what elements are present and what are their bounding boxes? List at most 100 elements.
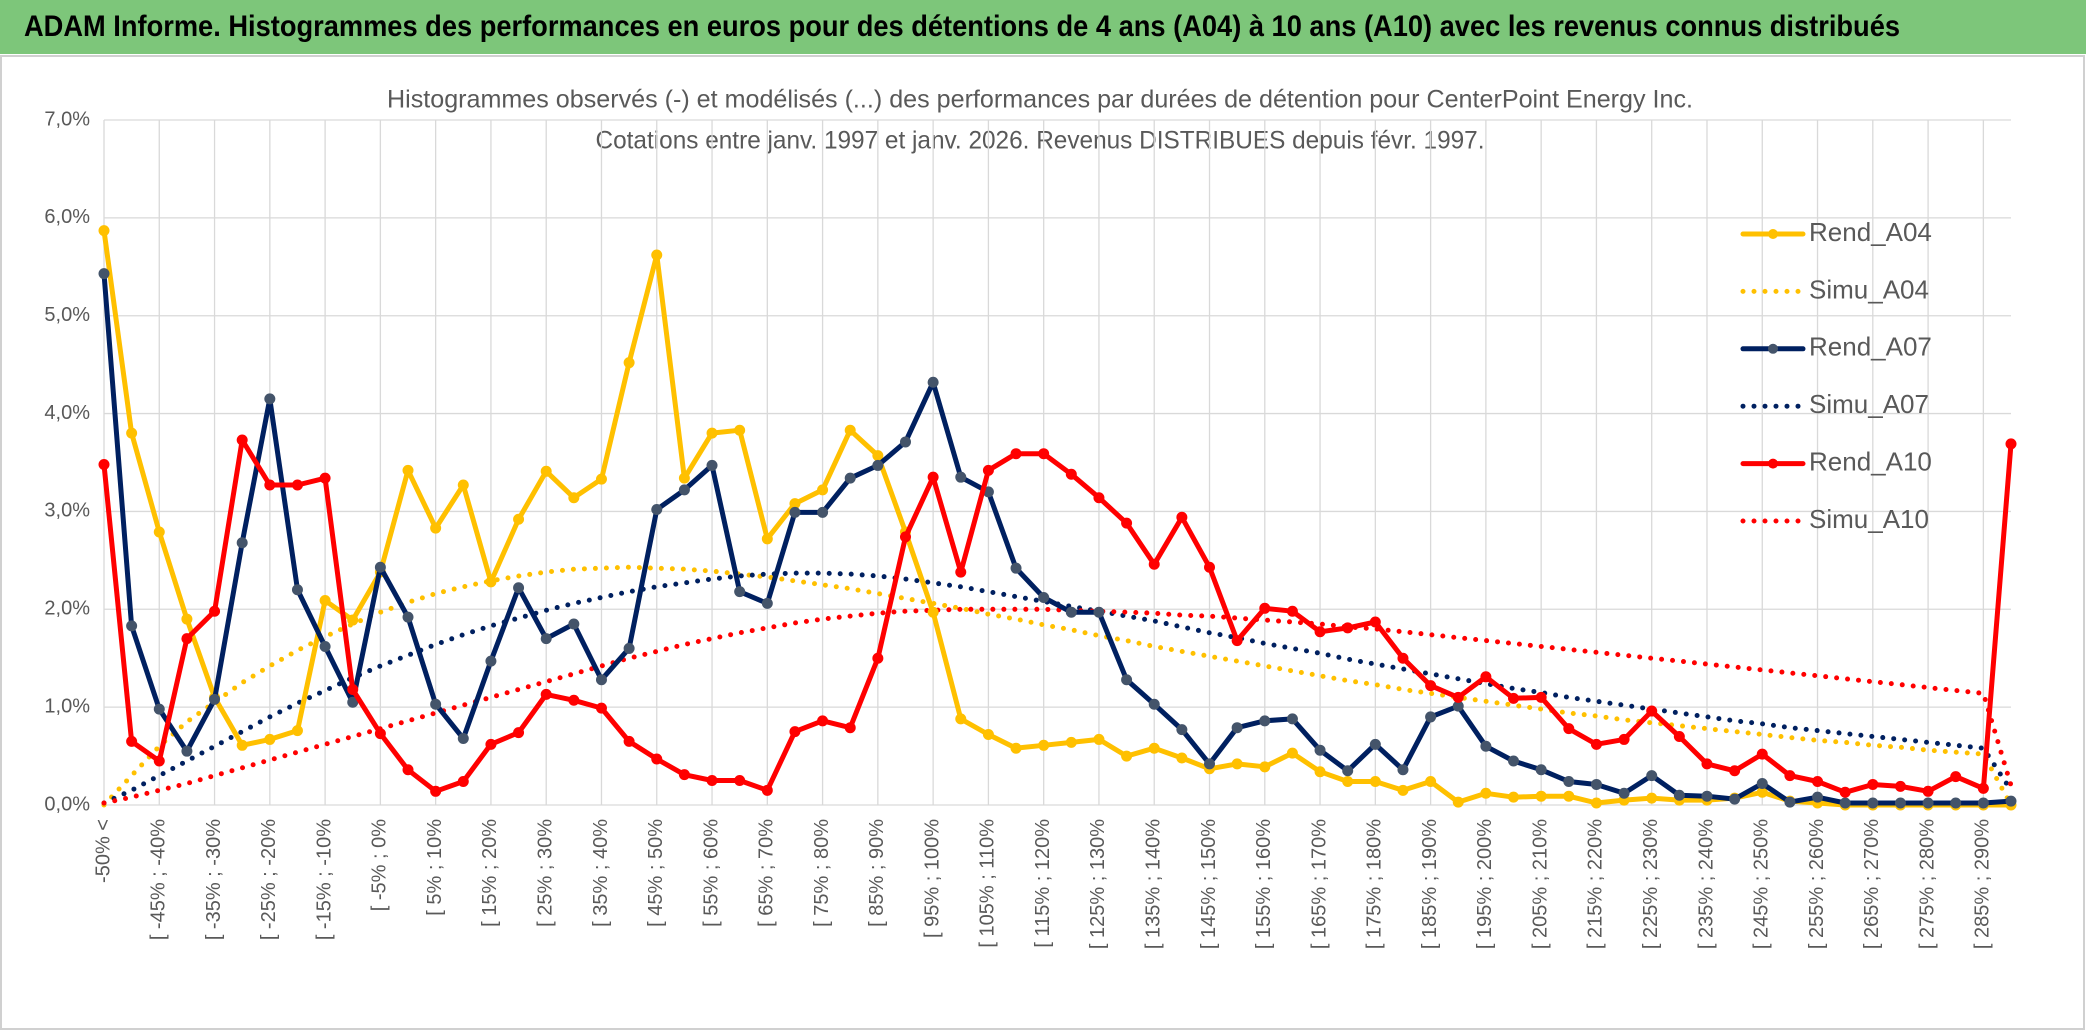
- point: [402, 464, 414, 476]
- point: [1093, 733, 1105, 745]
- point: [1286, 747, 1298, 759]
- x-tick-label: [ 195% ; 200%: [1474, 819, 1496, 949]
- point: [761, 533, 773, 545]
- x-tick-label: [ 65% ; 70%: [756, 819, 778, 927]
- point: [1176, 724, 1188, 736]
- point: [209, 693, 221, 705]
- legend-label: Simu_A04: [1809, 274, 1929, 304]
- point: [2005, 795, 2017, 807]
- point: [1121, 750, 1133, 762]
- chart-title: Histogrammes observés (-) et modélisés (…: [387, 86, 1693, 114]
- point: [595, 473, 607, 485]
- point: [1010, 742, 1022, 754]
- point: [485, 655, 497, 667]
- x-tick-label: [ 5% ; 10%: [424, 819, 446, 916]
- point: [595, 674, 607, 686]
- point: [817, 715, 829, 727]
- point: [1148, 742, 1160, 754]
- y-tick-label: 6,0%: [44, 206, 90, 228]
- point: [1038, 739, 1050, 751]
- y-tick-label: 3,0%: [44, 500, 90, 522]
- point: [430, 698, 442, 710]
- point: [1508, 791, 1520, 803]
- point: [374, 728, 386, 740]
- legend-label: Rend_A04: [1809, 217, 1932, 247]
- point: [319, 640, 331, 652]
- point: [1480, 740, 1492, 752]
- legend-label: Simu_A10: [1809, 504, 1929, 534]
- x-tick-label: [ 15% ; 20%: [479, 819, 501, 927]
- point: [1259, 761, 1271, 773]
- point: [844, 424, 856, 436]
- point: [1452, 796, 1464, 808]
- point: [430, 522, 442, 534]
- point: [1148, 698, 1160, 710]
- point: [1950, 797, 1962, 809]
- point: [430, 785, 442, 797]
- point: [651, 249, 663, 261]
- point: [651, 753, 663, 765]
- point: [955, 471, 967, 483]
- x-tick-label: [ 115% ; 120%: [1032, 819, 1054, 948]
- point: [485, 576, 497, 588]
- point: [734, 775, 746, 787]
- x-tick-label: [ 265% ; 270%: [1861, 819, 1883, 949]
- point: [568, 492, 580, 504]
- point: [1922, 797, 1934, 809]
- point: [1397, 652, 1409, 664]
- point: [1038, 448, 1050, 460]
- point: [540, 633, 552, 645]
- point: [1010, 562, 1022, 574]
- x-tick-label: -50% <: [92, 819, 114, 883]
- x-tick-label: [ 205% ; 210%: [1529, 819, 1551, 949]
- point: [1425, 680, 1437, 692]
- point: [1369, 738, 1381, 750]
- point: [374, 561, 386, 573]
- point: [1590, 738, 1602, 750]
- point: [1342, 765, 1354, 777]
- point: [706, 427, 718, 439]
- point: [540, 688, 552, 700]
- legend-marker: [1768, 343, 1778, 354]
- point: [1314, 744, 1326, 756]
- point: [1231, 758, 1243, 770]
- point: [153, 526, 165, 538]
- point: [1397, 764, 1409, 776]
- point: [623, 642, 635, 654]
- point: [1508, 755, 1520, 767]
- point: [1867, 797, 1879, 809]
- point: [291, 479, 303, 491]
- point: [264, 479, 276, 491]
- point: [347, 696, 359, 708]
- point: [513, 727, 525, 739]
- point: [1756, 777, 1768, 789]
- point: [264, 733, 276, 745]
- point: [126, 427, 138, 439]
- point: [1176, 752, 1188, 764]
- legend-label: Simu_A07: [1809, 389, 1929, 419]
- point: [1093, 606, 1105, 618]
- point: [568, 618, 580, 630]
- y-tick-label: 5,0%: [44, 304, 90, 326]
- x-tick-label: [ 165% ; 170%: [1308, 819, 1330, 949]
- legend-label: Rend_A10: [1809, 446, 1932, 476]
- point: [927, 606, 939, 618]
- x-tick-label: [ 155% ; 160%: [1253, 819, 1275, 949]
- point: [1369, 776, 1381, 788]
- x-tick-label: [ 95% ; 100%: [921, 819, 943, 938]
- point: [1176, 511, 1188, 523]
- point: [1729, 793, 1741, 805]
- point: [1701, 790, 1713, 802]
- point: [1894, 780, 1906, 792]
- point: [457, 479, 469, 491]
- point: [844, 722, 856, 734]
- chart-subtitle: Cotations entre janv. 1997 et janv. 2026…: [596, 127, 1485, 155]
- x-tick-label: [ 25% ; 30%: [534, 819, 556, 927]
- point: [1286, 605, 1298, 617]
- point: [126, 620, 138, 632]
- point: [1535, 790, 1547, 802]
- point: [1646, 705, 1658, 717]
- point: [1535, 764, 1547, 776]
